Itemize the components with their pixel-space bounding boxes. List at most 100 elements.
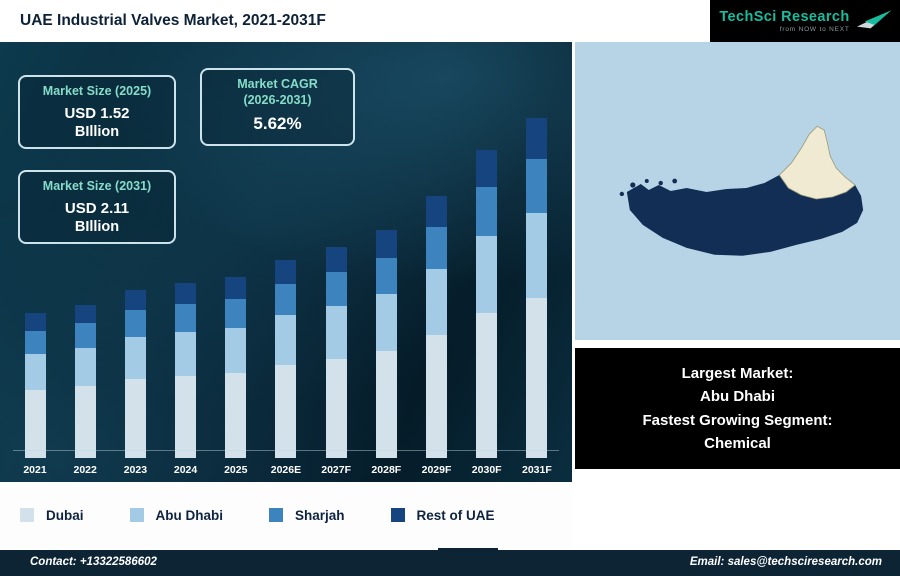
callout-line: Abu Dhabi bbox=[700, 388, 775, 406]
stacked-bar bbox=[325, 247, 347, 458]
bar-segment-sharjah bbox=[476, 187, 498, 236]
bar-group-2026E: 2026E bbox=[264, 260, 308, 476]
legend-item-abu-dhabi: Abu Dhabi bbox=[129, 507, 224, 523]
chart-legend: Dubai Abu Dhabi Sharjah Rest of UAE bbox=[0, 482, 572, 548]
stacked-bar bbox=[275, 260, 297, 458]
bar-segment-dubai bbox=[325, 359, 347, 458]
bar-segment-dubai bbox=[476, 313, 498, 458]
left-column: Market Size (2025) USD 1.52 BIllion Mark… bbox=[0, 42, 572, 548]
bar-segment-rest-of-uae bbox=[526, 118, 548, 159]
x-axis-label: 2022 bbox=[73, 464, 97, 476]
bar-segment-abu-dhabi bbox=[325, 306, 347, 359]
stacked-bar bbox=[526, 118, 548, 458]
bar-segment-sharjah bbox=[225, 299, 247, 328]
bar-segment-abu-dhabi bbox=[375, 294, 397, 351]
bar-segment-sharjah bbox=[74, 323, 96, 348]
bar-segment-sharjah bbox=[325, 272, 347, 306]
contact-email: Email: sales@techsciresearch.com bbox=[689, 556, 882, 568]
bar-group-2028F: 2028F bbox=[364, 230, 408, 476]
bar-segment-sharjah bbox=[175, 304, 197, 332]
bar-group-2023: 2023 bbox=[113, 290, 157, 476]
uae-map bbox=[619, 125, 864, 256]
stacked-bar bbox=[476, 150, 498, 458]
bar-segment-sharjah bbox=[426, 227, 447, 269]
right-column: Largest Market: Abu Dhabi Fastest Growin… bbox=[572, 42, 900, 548]
bar-segment-dubai bbox=[426, 335, 447, 458]
bar-segment-rest-of-uae bbox=[74, 305, 96, 323]
x-axis-label: 2028F bbox=[371, 464, 402, 476]
bar-segment-sharjah bbox=[375, 258, 397, 294]
bar-segment-rest-of-uae bbox=[225, 277, 247, 299]
x-axis-label: 2024 bbox=[173, 464, 198, 476]
bar-group-2021: 2021 bbox=[13, 313, 57, 476]
stacked-bar bbox=[225, 277, 247, 458]
contact-phone: Contact: +13322586602 bbox=[30, 556, 157, 568]
bar-group-2030F: 2030F bbox=[465, 150, 509, 476]
bar-segment-rest-of-uae bbox=[325, 247, 347, 272]
techsci-logo: TechSci Research from NOW to NEXT bbox=[710, 0, 900, 42]
legend-item-rest-of-uae: Rest of UAE bbox=[390, 508, 495, 523]
bar-segment-abu-dhabi bbox=[175, 332, 197, 376]
callout-line: Largest Market: bbox=[681, 365, 794, 382]
bar-segment-dubai bbox=[24, 390, 46, 458]
footer-rule-left bbox=[0, 548, 438, 550]
bar-segment-rest-of-uae bbox=[275, 260, 297, 284]
x-axis-label: 2031F bbox=[521, 464, 552, 476]
stat-value: USD 2.11 bbox=[64, 199, 130, 217]
page-title: UAE Industrial Valves Market, 2021-2031F bbox=[20, 12, 326, 29]
legend-item-dubai: Dubai bbox=[20, 508, 84, 523]
stat-title: (2026-2031) bbox=[243, 92, 312, 107]
stat-title: Market CAGR bbox=[237, 77, 318, 91]
stat-value: 5.62% bbox=[253, 114, 302, 134]
stacked-bar bbox=[426, 196, 447, 458]
bar-segment-abu-dhabi bbox=[526, 213, 548, 298]
x-axis-label: 2029F bbox=[421, 464, 452, 476]
legend-swatch-rest-of-uae bbox=[390, 508, 405, 522]
callout-line: Fastest Growing Segment: bbox=[642, 411, 833, 429]
bar-group-2025: 2025 bbox=[214, 277, 258, 476]
bar-segment-abu-dhabi bbox=[24, 354, 46, 390]
chart-panel: Market Size (2025) USD 1.52 BIllion Mark… bbox=[0, 42, 572, 482]
bar-segment-rest-of-uae bbox=[175, 283, 197, 304]
legend-swatch-sharjah bbox=[269, 508, 284, 522]
header: UAE Industrial Valves Market, 2021-2031F… bbox=[0, 0, 900, 42]
bar-segment-abu-dhabi bbox=[225, 328, 247, 373]
bar-segment-dubai bbox=[375, 351, 397, 458]
stacked-bar bbox=[175, 283, 197, 458]
stacked-bar bbox=[375, 230, 397, 458]
legend-label: Abu Dhabi bbox=[155, 507, 224, 523]
bar-segment-sharjah bbox=[275, 284, 297, 315]
legend-item-sharjah: Sharjah bbox=[269, 508, 345, 523]
x-axis-label: 2023 bbox=[123, 464, 148, 476]
bar-segment-sharjah bbox=[24, 331, 46, 354]
bar-group-2031F: 2031F bbox=[515, 118, 559, 476]
bar-segment-abu-dhabi bbox=[476, 236, 498, 313]
stacked-bar-chart: 2021 2022 2023 2024 2025 2026E 2027F 2028F 2029F… bbox=[13, 118, 559, 476]
bar-segment-dubai bbox=[225, 373, 247, 458]
bar-group-2022: 2022 bbox=[63, 305, 107, 476]
bar-segment-sharjah bbox=[526, 159, 548, 213]
bar-segment-dubai bbox=[74, 386, 96, 458]
stat-card-market-size-2025: Market Size (2025) USD 1.52 BIllion bbox=[18, 75, 176, 149]
bar-segment-rest-of-uae bbox=[24, 313, 46, 331]
footer-rule-right bbox=[498, 548, 900, 550]
paper-plane-icon bbox=[856, 8, 891, 35]
x-axis-label: 2030F bbox=[471, 464, 502, 476]
bar-chart-bars: 2021 2022 2023 2024 2025 2026E 2027F 2028F 2029F… bbox=[13, 118, 559, 476]
x-axis-label: 2026E bbox=[270, 464, 302, 476]
techsci-tagline: from NOW to NEXT bbox=[779, 26, 850, 33]
legend-label: Dubai bbox=[46, 507, 84, 523]
bar-segment-abu-dhabi bbox=[124, 337, 146, 379]
bar-segment-rest-of-uae bbox=[426, 196, 447, 227]
stacked-bar bbox=[74, 305, 96, 458]
footer: Contact: +13322586602 Email: sales@techs… bbox=[0, 548, 900, 576]
bar-segment-dubai bbox=[526, 298, 548, 458]
x-axis-line bbox=[13, 450, 559, 451]
stacked-bar bbox=[124, 290, 146, 458]
bar-segment-abu-dhabi bbox=[275, 315, 297, 365]
stacked-bar bbox=[24, 313, 46, 458]
bar-segment-dubai bbox=[275, 365, 297, 458]
techsci-logo-text: TechSci Research from NOW to NEXT bbox=[719, 9, 849, 33]
bar-segment-abu-dhabi bbox=[426, 269, 447, 335]
